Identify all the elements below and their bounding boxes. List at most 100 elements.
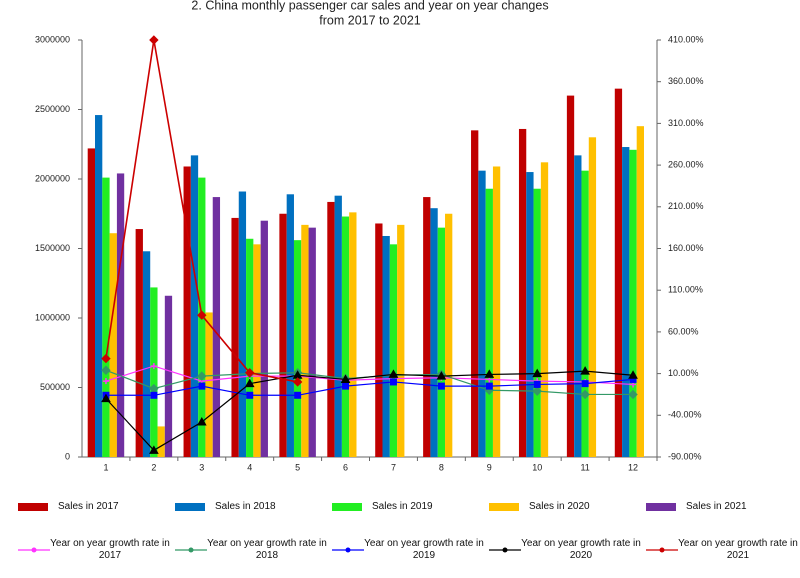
marker bbox=[581, 380, 589, 388]
marker bbox=[580, 389, 590, 400]
legend-label: Year on year growth rate in 2021 bbox=[678, 538, 798, 561]
bar bbox=[622, 147, 630, 457]
y-tick-label: 3000000 bbox=[35, 34, 70, 44]
bar bbox=[588, 137, 597, 458]
bar bbox=[471, 130, 479, 457]
legend-swatch bbox=[646, 502, 676, 511]
y2-tick-label: -90.00% bbox=[668, 451, 702, 461]
x-tick-label: 3 bbox=[199, 462, 204, 472]
marker bbox=[101, 393, 111, 403]
bar bbox=[164, 295, 173, 457]
marker bbox=[149, 35, 159, 45]
bar bbox=[574, 155, 582, 457]
marker bbox=[340, 374, 351, 383]
legend-item: Sales in 2017 bbox=[18, 501, 119, 512]
legend-item: Sales in 2018 bbox=[175, 501, 276, 512]
legend-item: Sales in 2020 bbox=[489, 501, 590, 512]
bar bbox=[341, 216, 350, 457]
bar bbox=[423, 197, 431, 457]
marker bbox=[388, 369, 399, 378]
bar bbox=[478, 170, 486, 457]
marker bbox=[101, 353, 111, 364]
legend-swatch bbox=[489, 502, 519, 511]
legend-label: Year on year growth rate in 2019 bbox=[364, 538, 484, 561]
marker bbox=[533, 380, 541, 388]
bar bbox=[629, 149, 637, 457]
marker bbox=[628, 389, 638, 400]
legend-swatch bbox=[18, 547, 50, 553]
chart: 2. China monthly passenger car sales and… bbox=[35, 0, 704, 472]
bar bbox=[566, 95, 575, 457]
y2-tick-label: 310.00% bbox=[668, 118, 704, 128]
y2-tick-label: 160.00% bbox=[668, 243, 704, 253]
bar bbox=[135, 229, 143, 457]
y2-tick-label: -40.00% bbox=[668, 410, 702, 420]
bar bbox=[183, 166, 191, 458]
bar bbox=[389, 244, 398, 457]
bar bbox=[301, 224, 309, 457]
legend-item: Year on year growth rate in 2018 bbox=[175, 538, 327, 562]
bar bbox=[327, 201, 335, 457]
y2-tick-label: 260.00% bbox=[668, 159, 704, 169]
y-tick-label: 0 bbox=[65, 451, 70, 461]
bar bbox=[445, 213, 453, 457]
bar bbox=[526, 172, 534, 458]
y-tick-label: 2000000 bbox=[35, 173, 70, 183]
marker bbox=[244, 378, 255, 388]
legend-item: Year on year growth rate in 2017 bbox=[18, 538, 170, 562]
marker bbox=[532, 368, 543, 378]
bar bbox=[518, 128, 527, 457]
bar bbox=[334, 195, 342, 457]
bar bbox=[293, 240, 302, 457]
legend-swatch bbox=[332, 547, 364, 553]
bar bbox=[116, 173, 125, 457]
legend-label: Year on year growth rate in 2017 bbox=[50, 538, 170, 561]
x-tick-label: 10 bbox=[532, 462, 542, 472]
marker bbox=[197, 310, 207, 320]
bar bbox=[308, 227, 316, 457]
legend-swatch bbox=[18, 502, 48, 511]
marker bbox=[102, 378, 109, 385]
x-tick-label: 1 bbox=[103, 462, 108, 472]
bar bbox=[485, 188, 493, 458]
bar bbox=[109, 233, 117, 457]
x-tick-label: 6 bbox=[343, 462, 348, 472]
bar bbox=[636, 126, 644, 458]
bar bbox=[102, 177, 110, 458]
bar bbox=[581, 170, 589, 457]
marker bbox=[196, 416, 207, 426]
bar bbox=[382, 235, 390, 457]
y2-tick-label: 10.00% bbox=[668, 368, 699, 378]
y2-tick-label: 410.00% bbox=[668, 34, 704, 44]
x-tick-label: 5 bbox=[295, 462, 300, 472]
legend-label: Sales in 2018 bbox=[215, 501, 276, 512]
x-tick-label: 2 bbox=[151, 462, 156, 472]
legend-swatch bbox=[175, 502, 205, 511]
y-tick-label: 2500000 bbox=[35, 104, 70, 114]
bar bbox=[205, 312, 213, 457]
legend-label: Sales in 2021 bbox=[686, 501, 747, 512]
legend-item: Sales in 2021 bbox=[646, 501, 747, 512]
line bbox=[105, 378, 634, 396]
bar bbox=[437, 227, 446, 457]
legend-swatch bbox=[646, 547, 678, 553]
marker bbox=[101, 365, 111, 375]
chart-title: from 2017 to 2021 bbox=[319, 13, 421, 27]
bar bbox=[142, 251, 151, 457]
bar bbox=[540, 162, 549, 457]
bar bbox=[246, 238, 254, 457]
y2-tick-label: 210.00% bbox=[668, 201, 704, 211]
marker bbox=[294, 391, 302, 399]
marker bbox=[198, 382, 206, 390]
marker bbox=[150, 391, 158, 399]
bar bbox=[190, 155, 199, 457]
marker bbox=[149, 445, 159, 454]
legend-label: Sales in 2017 bbox=[58, 501, 119, 512]
marker bbox=[389, 378, 397, 386]
legend-item: Sales in 2019 bbox=[332, 501, 433, 512]
marker bbox=[292, 377, 303, 387]
bar bbox=[614, 88, 623, 458]
x-tick-label: 4 bbox=[247, 462, 252, 472]
legend-label: Sales in 2019 bbox=[372, 501, 433, 512]
